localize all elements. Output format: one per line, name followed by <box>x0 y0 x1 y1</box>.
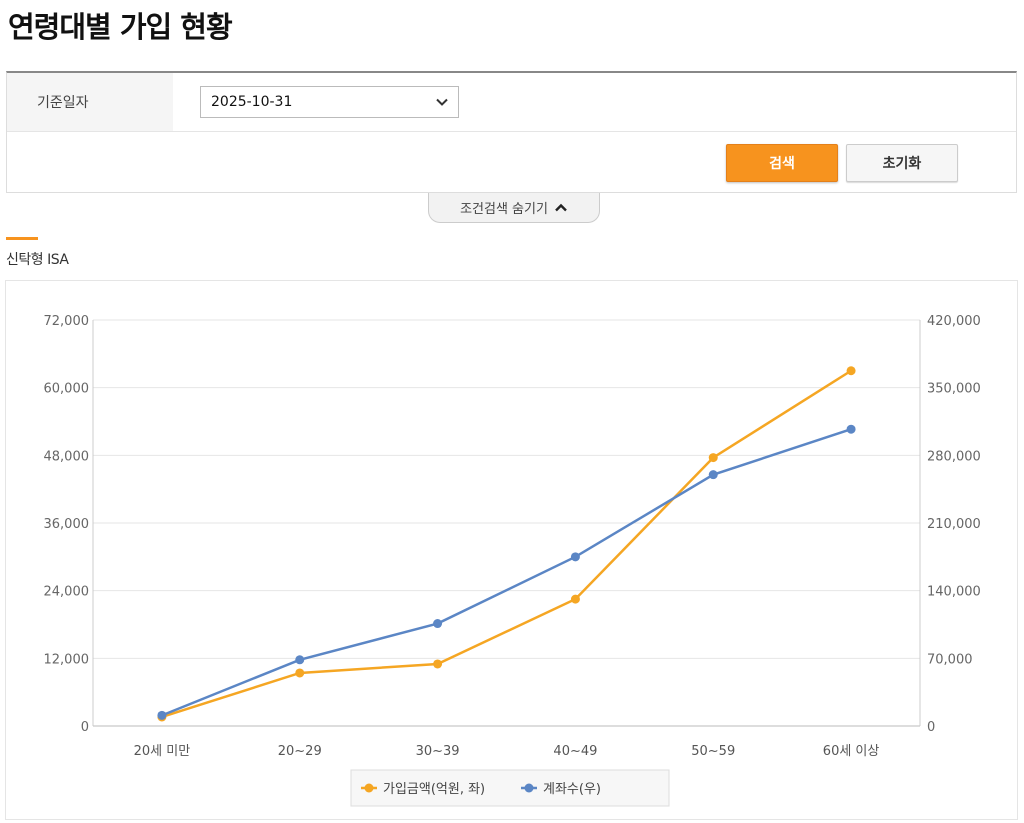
y-right-tick-label: 280,000 <box>927 449 981 464</box>
hide-filter-label: 조건검색 숨기기 <box>460 202 548 217</box>
legend-marker <box>524 783 534 793</box>
date-label: 기준일자 <box>7 73 173 131</box>
y-left-tick-label: 0 <box>81 720 89 735</box>
section-accent <box>6 237 38 240</box>
y-left-tick-label: 48,000 <box>44 449 90 464</box>
y-right-tick-label: 420,000 <box>927 314 981 329</box>
data-point[interactable] <box>157 710 167 720</box>
reset-button[interactable]: 초기화 <box>846 144 958 182</box>
chevron-down-icon <box>436 98 448 106</box>
legend-label[interactable]: 계좌수(우) <box>543 782 601 797</box>
data-point[interactable] <box>295 655 305 665</box>
chevron-up-icon <box>555 203 567 211</box>
legend-marker <box>364 783 374 793</box>
y-left-tick-label: 60,000 <box>44 382 90 397</box>
y-left-tick-label: 12,000 <box>44 652 90 667</box>
data-point[interactable] <box>846 424 856 434</box>
page-title: 연령대별 가입 현황 <box>8 10 233 44</box>
search-button[interactable]: 검색 <box>726 144 838 182</box>
series-line <box>161 428 852 717</box>
data-point[interactable] <box>433 619 443 629</box>
data-point[interactable] <box>846 366 856 376</box>
legend <box>350 769 670 807</box>
legend-label[interactable]: 가입금액(억원, 좌) <box>383 782 485 797</box>
data-point[interactable] <box>295 668 305 678</box>
x-tick-label: 20~29 <box>278 744 322 759</box>
y-right-tick-label: 70,000 <box>927 652 973 667</box>
hide-filter-toggle[interactable]: 조건검색 숨기기 <box>428 193 600 223</box>
x-tick-label: 30~39 <box>416 744 460 759</box>
x-tick-label: 60세 이상 <box>823 744 880 759</box>
data-point[interactable] <box>570 552 580 562</box>
x-tick-label: 20세 미만 <box>134 744 191 759</box>
x-tick-label: 40~49 <box>553 744 597 759</box>
line-chart: 0 12,000 24,000 36,000 48,000 60,000 72,000 0 70… <box>44 314 981 807</box>
data-point[interactable] <box>570 594 580 604</box>
y-right-tick-label: 0 <box>927 720 935 735</box>
y-left-tick-label: 72,000 <box>44 314 90 329</box>
date-select-value: 2025-10-31 <box>211 94 293 110</box>
date-select[interactable]: 2025-10-31 <box>200 86 459 118</box>
data-point[interactable] <box>708 470 718 480</box>
y-right-tick-label: 210,000 <box>927 517 981 532</box>
data-point[interactable] <box>433 659 443 669</box>
y-left-tick-label: 24,000 <box>44 585 90 600</box>
series-line <box>161 369 852 719</box>
chart-panel: 0 12,000 24,000 36,000 48,000 60,000 72,000 0 70… <box>5 280 1018 820</box>
y-right-tick-label: 350,000 <box>927 382 981 397</box>
y-left-tick-label: 36,000 <box>44 517 90 532</box>
date-filter-row: 기준일자 2025-10-31 <box>7 73 1016 132</box>
y-right-tick-label: 140,000 <box>927 585 981 600</box>
section-title: 신탁형 ISA <box>6 252 69 268</box>
search-panel: 기준일자 2025-10-31 검색 초기화 <box>6 71 1017 193</box>
x-tick-label: 50~59 <box>691 744 735 759</box>
data-point[interactable] <box>708 453 718 463</box>
